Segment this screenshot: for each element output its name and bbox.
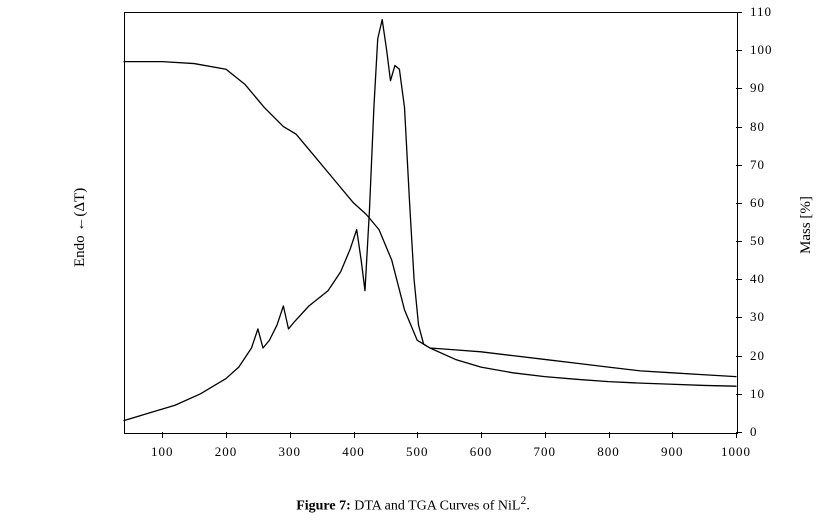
y-tick-label: 20	[750, 348, 765, 364]
y-tick-label: 10	[750, 386, 765, 402]
y-tick	[736, 12, 742, 13]
y-tick-label: 50	[750, 233, 765, 249]
x-tick	[354, 432, 355, 438]
y-tick-label: 110	[750, 4, 772, 20]
y-tick-label: 80	[750, 119, 765, 135]
y-tick-label: 0	[750, 424, 758, 440]
x-tick	[162, 432, 163, 438]
x-tick-label: 400	[342, 444, 365, 460]
x-tick-label: 600	[470, 444, 493, 460]
x-tick-label: 900	[661, 444, 684, 460]
x-tick	[672, 432, 673, 438]
series-dta	[124, 20, 736, 421]
x-tick	[417, 432, 418, 438]
y-tick-label: 30	[750, 309, 765, 325]
y-axis-right-label: Mass [%]	[798, 196, 815, 254]
y-tick-label: 40	[750, 271, 765, 287]
y-tick	[736, 394, 742, 395]
x-tick-label: 800	[597, 444, 620, 460]
series-tga	[124, 62, 736, 377]
figure-caption: Figure 7: DTA and TGA Curves of NiL2.	[0, 494, 826, 515]
x-tick	[226, 432, 227, 438]
x-tick-label: 300	[279, 444, 302, 460]
caption-text: DTA and TGA Curves of NiL	[354, 499, 520, 514]
y-tick-label: 60	[750, 195, 765, 211]
x-tick-label: 100	[151, 444, 174, 460]
x-tick	[290, 432, 291, 438]
x-tick-label: 700	[534, 444, 557, 460]
caption-prefix: Figure 7:	[296, 499, 354, 514]
x-tick	[481, 432, 482, 438]
x-tick-label: 200	[215, 444, 238, 460]
y-tick	[736, 279, 742, 280]
y-tick-label: 100	[750, 42, 773, 58]
y-tick-label: 90	[750, 80, 765, 96]
y-tick-label: 70	[750, 157, 765, 173]
y-tick	[736, 241, 742, 242]
y-tick	[736, 127, 742, 128]
y-tick	[736, 317, 742, 318]
y-tick	[736, 432, 742, 433]
caption-suffix: .	[526, 499, 530, 514]
y-tick	[736, 203, 742, 204]
y-tick	[736, 356, 742, 357]
x-tick	[545, 432, 546, 438]
y-tick	[736, 88, 742, 89]
y-tick	[736, 50, 742, 51]
y-tick	[736, 165, 742, 166]
figure-container: 100 200 300 400 500 600 700 800 900 1000 0 10 20 30 4…	[0, 0, 826, 525]
y-axis-left-label: Endo ←(ΔT)	[72, 188, 89, 267]
x-tick-label: 1000	[721, 444, 751, 460]
x-tick-label: 500	[406, 444, 429, 460]
x-tick	[609, 432, 610, 438]
